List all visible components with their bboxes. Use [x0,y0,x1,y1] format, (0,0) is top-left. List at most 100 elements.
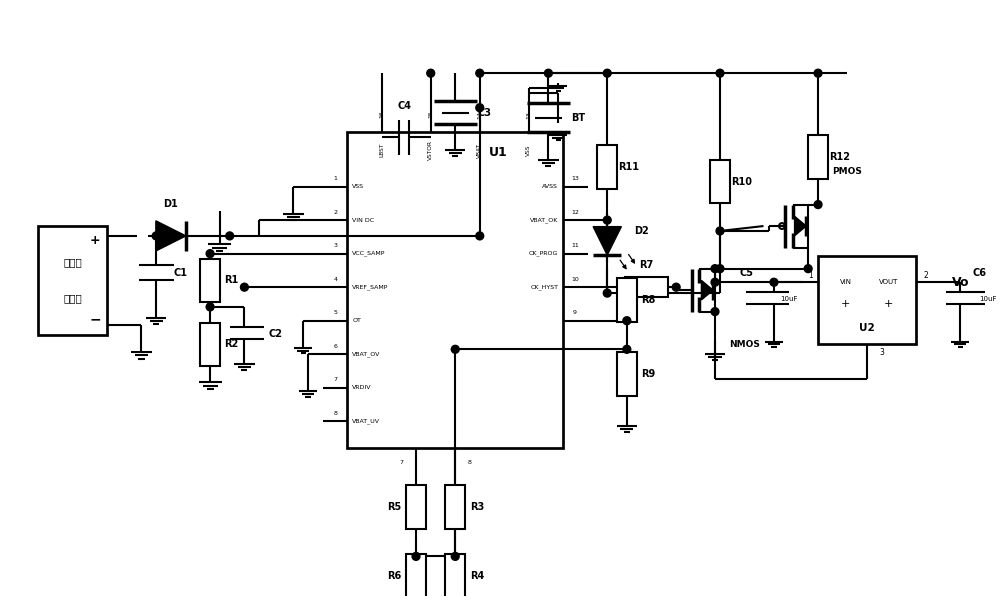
Text: CK_PROG: CK_PROG [529,251,558,256]
Text: 9: 9 [573,310,577,316]
Text: 1: 1 [808,271,813,280]
Text: U2: U2 [859,323,875,332]
Text: C1: C1 [174,268,188,278]
Text: C3: C3 [478,107,492,118]
Circle shape [451,346,459,353]
Bar [710,160,730,203]
Bar [617,352,637,395]
Circle shape [240,283,248,291]
Bar [445,554,465,598]
Text: Vo: Vo [951,276,969,289]
Circle shape [711,278,719,286]
Text: R7: R7 [639,260,654,271]
Text: R3: R3 [470,502,484,512]
Text: 2: 2 [334,210,338,215]
Text: BT: BT [571,113,585,122]
Bar [406,485,426,529]
Circle shape [716,69,724,77]
Text: −: − [90,313,101,327]
Bar [406,554,426,598]
Text: +: + [884,299,893,310]
Text: 10: 10 [571,277,579,282]
Text: 电池板: 电池板 [63,293,82,303]
Text: VIN DC: VIN DC [352,218,374,223]
Text: +: + [90,235,101,247]
Text: R1: R1 [225,275,239,285]
Text: R4: R4 [470,571,484,581]
Text: VSS: VSS [526,145,531,156]
Text: 7: 7 [399,460,403,465]
Text: VBAT_OK: VBAT_OK [530,217,558,223]
Text: 13: 13 [526,110,531,119]
Text: R10: R10 [731,176,752,187]
Circle shape [603,69,611,77]
Circle shape [623,317,631,325]
Text: AVSS: AVSS [542,184,558,189]
Text: R12: R12 [829,152,850,162]
Text: D2: D2 [634,226,649,236]
Polygon shape [156,221,186,251]
Text: 15: 15 [428,111,433,118]
Polygon shape [593,227,621,255]
Text: VSTOR: VSTOR [428,140,433,160]
Text: 11: 11 [571,243,579,248]
Text: R6: R6 [387,571,402,581]
Text: 8: 8 [468,460,472,465]
Text: 1: 1 [334,176,338,181]
Circle shape [603,289,611,297]
Text: VSS: VSS [352,184,364,189]
Text: VRDIV: VRDIV [352,385,372,390]
Text: 5: 5 [334,310,338,316]
Text: LBST: LBST [379,143,384,157]
Circle shape [152,232,160,240]
Text: 10uF: 10uF [979,296,996,302]
Text: R5: R5 [387,502,402,512]
Polygon shape [701,280,713,300]
Text: 14: 14 [477,110,482,119]
Bar [38,226,107,335]
Bar [597,145,617,188]
Bar [818,256,916,344]
Bar [200,323,220,366]
Circle shape [226,232,234,240]
Circle shape [476,104,484,112]
Text: 16: 16 [379,111,384,118]
Text: 10uF: 10uF [780,296,797,302]
Text: D1: D1 [163,199,178,209]
Text: 12: 12 [571,210,579,215]
Bar [808,136,828,179]
Text: +: + [841,299,850,310]
Text: 太阳能: 太阳能 [63,257,82,268]
Text: 4: 4 [334,277,338,282]
Circle shape [412,553,420,560]
Text: PMOS: PMOS [833,167,862,176]
Circle shape [711,265,719,272]
Bar [617,278,637,322]
Text: VBAT_OV: VBAT_OV [352,352,381,357]
Circle shape [623,346,631,353]
Text: C5: C5 [739,268,753,278]
Circle shape [427,69,435,77]
Polygon shape [795,216,806,236]
Text: 2: 2 [924,271,928,280]
Text: VBAT: VBAT [477,143,482,158]
Text: C4: C4 [397,101,411,111]
Text: 3: 3 [879,348,884,357]
Circle shape [804,265,812,272]
Text: CK_HYST: CK_HYST [530,284,558,290]
Circle shape [206,250,214,257]
Bar [445,485,465,529]
Text: VIN: VIN [840,279,852,285]
Circle shape [672,283,680,291]
Circle shape [451,553,459,560]
Circle shape [476,69,484,77]
Text: 7: 7 [334,377,338,382]
Circle shape [476,232,484,240]
Circle shape [603,216,611,224]
Text: R11: R11 [618,162,639,172]
Bar [200,259,220,302]
Circle shape [716,265,724,272]
Circle shape [206,303,214,311]
Text: U1: U1 [489,146,508,158]
Circle shape [711,308,719,316]
